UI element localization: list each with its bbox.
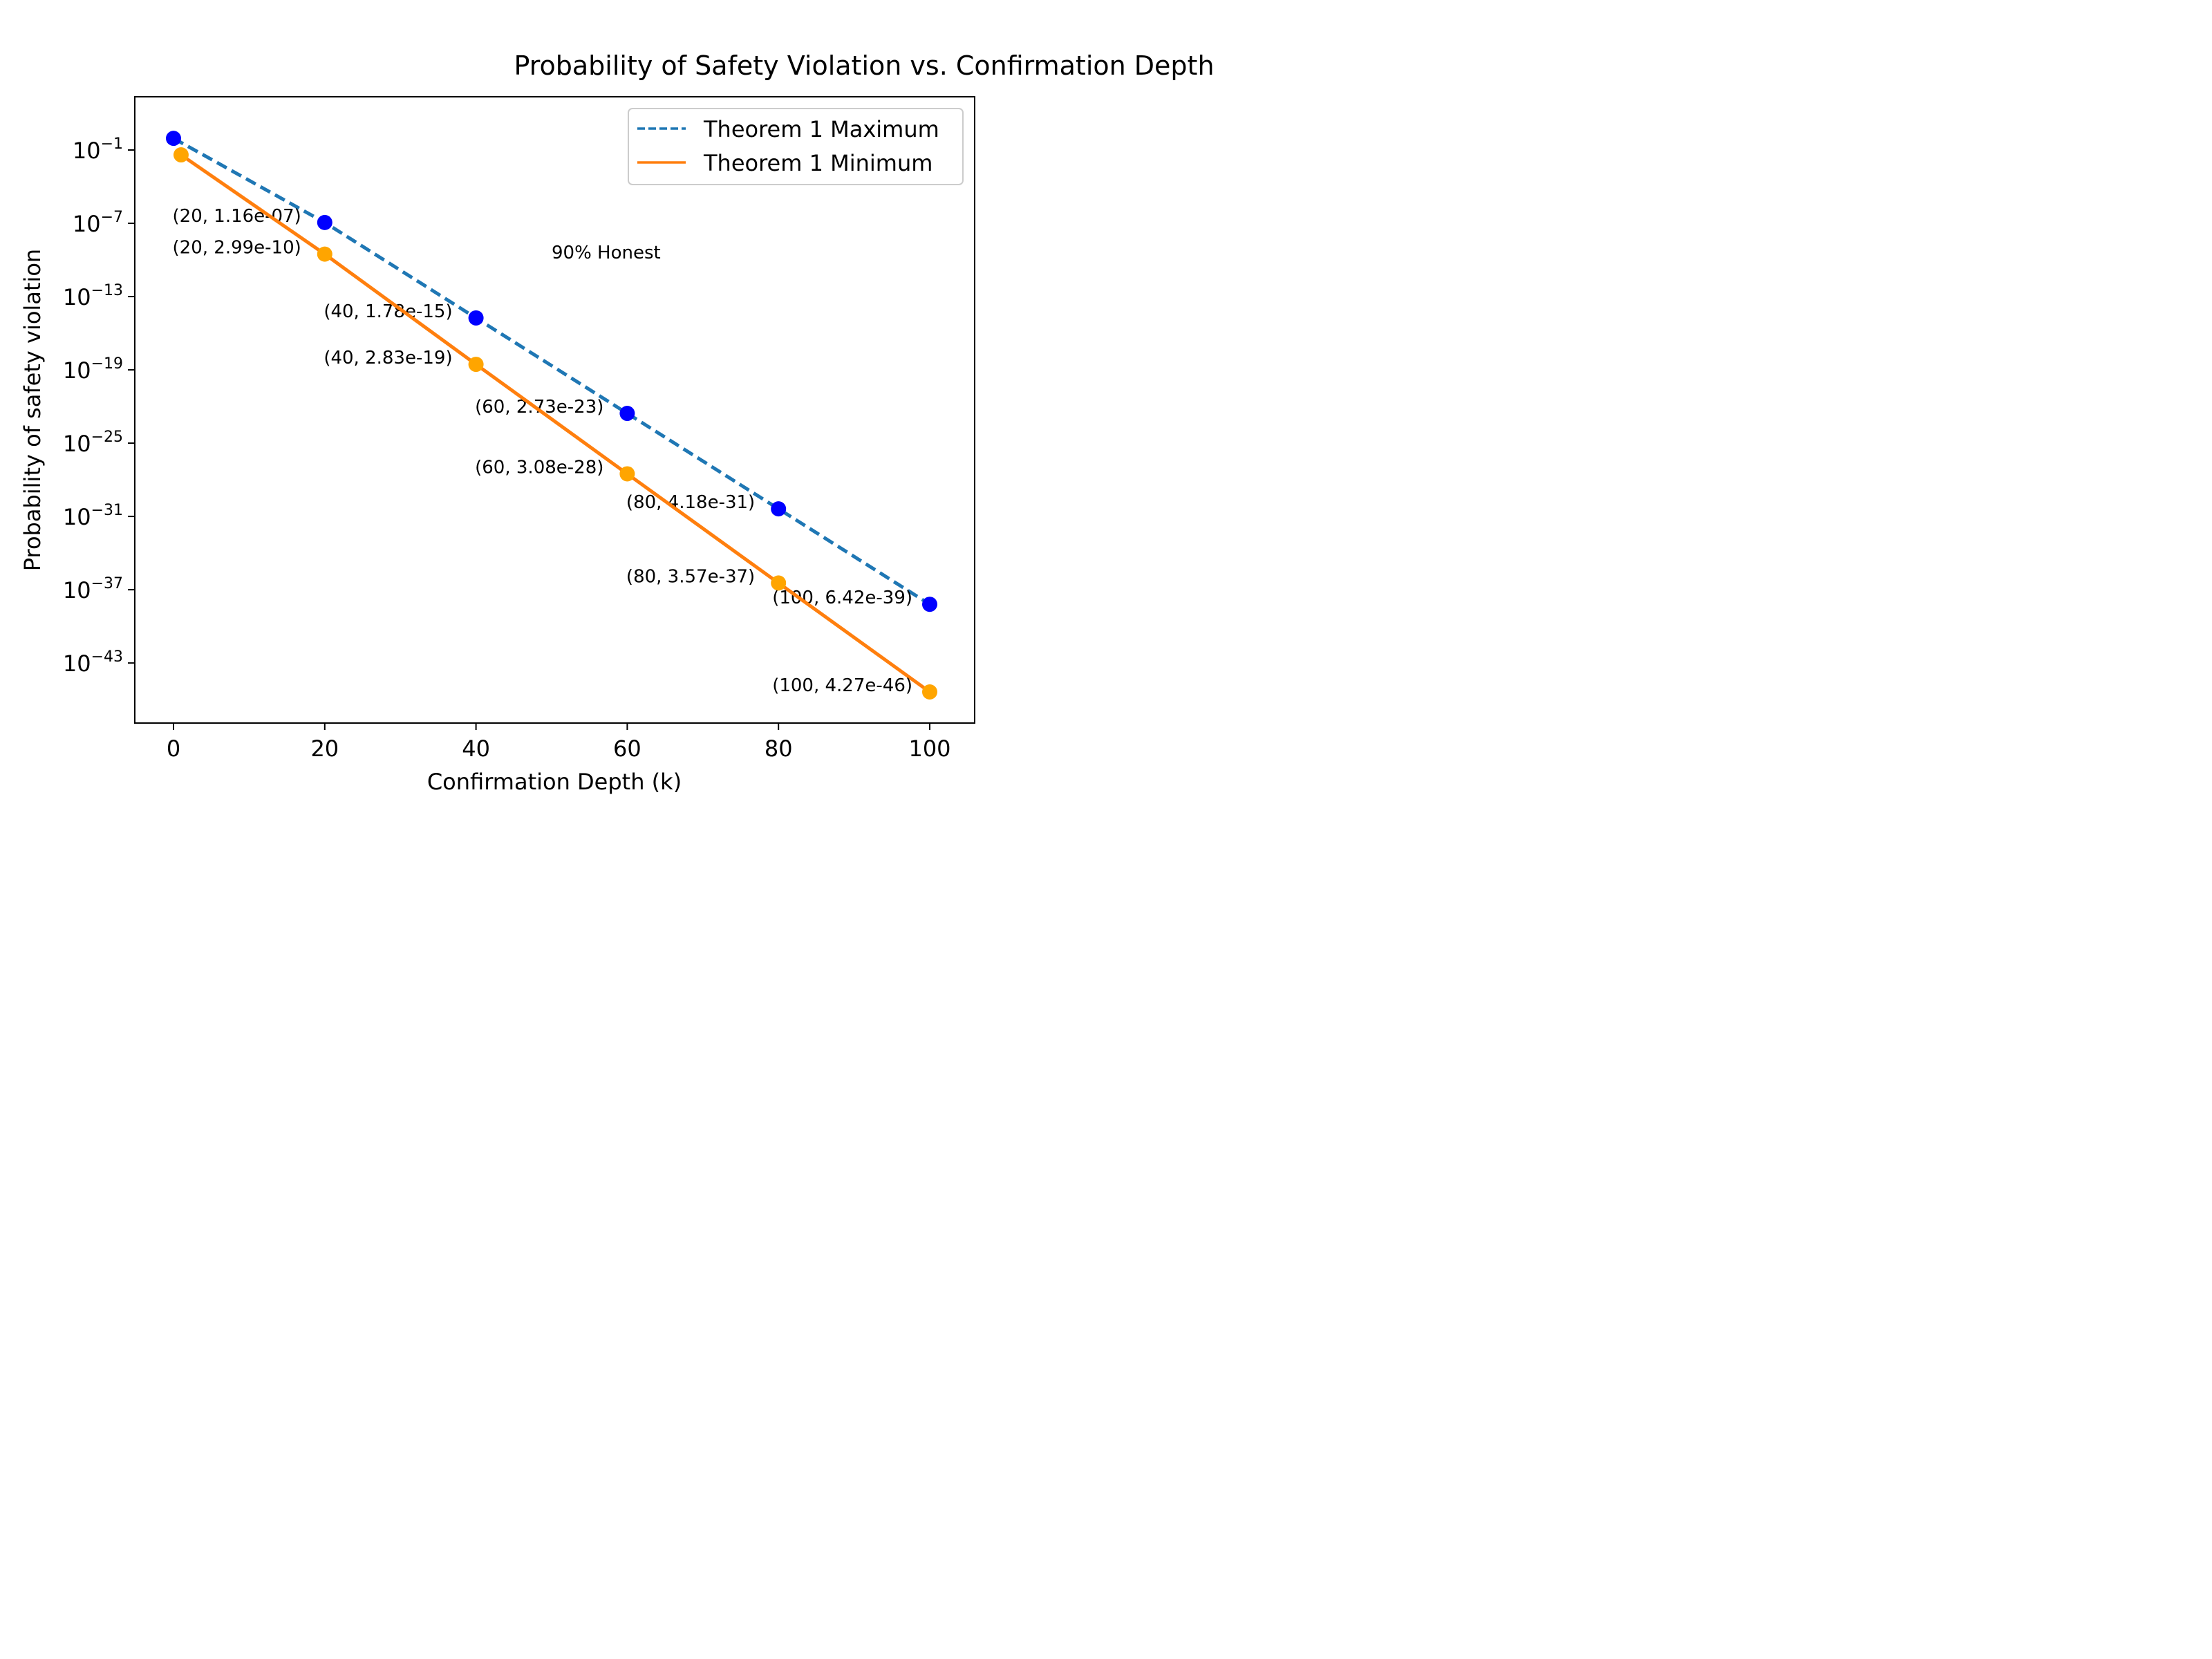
annotation-honest: 90% Honest — [552, 243, 661, 263]
data-label: (80, 4.18e-31) — [626, 492, 755, 513]
x-tick-label: 0 — [167, 735, 180, 762]
data-label: (20, 2.99e-10) — [173, 238, 301, 259]
x-axis-label: Confirmation Depth (k) — [427, 769, 682, 795]
point-maximum-0 — [166, 131, 181, 147]
data-label: (40, 1.78e-15) — [324, 301, 452, 322]
y-tick-label: 10−1 — [73, 135, 123, 164]
point-minimum-1 — [173, 147, 189, 163]
data-label: (60, 2.73e-23) — [475, 397, 603, 418]
x-tick-label: 80 — [765, 735, 793, 762]
data-label: (100, 4.27e-46) — [772, 675, 912, 696]
point-maximum-100 — [922, 597, 937, 612]
data-label: (80, 3.57e-37) — [626, 566, 755, 587]
y-axis-label: Probability of safety violation — [19, 249, 46, 571]
legend-label-minimum: Theorem 1 Minimum — [703, 150, 932, 176]
series-line-maximum — [172, 136, 931, 606]
y-tick-label: 10−25 — [63, 429, 123, 457]
x-tick-label: 40 — [462, 735, 490, 762]
series-line-minimum — [180, 153, 931, 694]
legend-label-maximum: Theorem 1 Maximum — [703, 116, 939, 142]
x-tick-label: 20 — [310, 735, 339, 762]
point-minimum-40 — [468, 357, 484, 373]
point-maximum-60 — [619, 406, 635, 422]
point-minimum-100 — [922, 684, 937, 700]
data-label: (100, 6.42e-39) — [772, 588, 912, 608]
legend: Theorem 1 Maximum Theorem 1 Minimum — [628, 108, 964, 185]
point-minimum-80 — [771, 575, 787, 591]
data-label: (60, 3.08e-28) — [475, 457, 603, 478]
y-tick-label: 10−43 — [63, 648, 123, 677]
axes-frame — [134, 96, 975, 724]
y-tick-label: 10−13 — [63, 282, 123, 310]
chart-title: Probability of Safety Violation vs. Conf… — [514, 50, 1214, 81]
point-maximum-80 — [771, 501, 787, 517]
y-tick-label: 10−31 — [63, 502, 123, 530]
y-tick-label: 10−37 — [63, 575, 123, 603]
ticks: 0 20 40 60 80 100 10−1 10−7 10−13 10−19 10−25 10−31… — [63, 135, 951, 762]
data-label: (40, 2.83e-19) — [324, 348, 452, 368]
y-tick-label: 10−7 — [73, 209, 123, 237]
x-tick-label: 60 — [613, 735, 641, 762]
point-minimum-60 — [619, 466, 635, 482]
plot-area: (20, 1.16e-07)(40, 1.78e-15)(60, 2.73e-2… — [166, 131, 937, 700]
legend-box — [628, 108, 964, 185]
point-maximum-40 — [468, 310, 484, 326]
x-tick-label: 100 — [908, 735, 950, 762]
point-maximum-20 — [317, 214, 332, 230]
point-minimum-20 — [317, 246, 332, 262]
y-tick-label: 10−19 — [63, 355, 123, 384]
